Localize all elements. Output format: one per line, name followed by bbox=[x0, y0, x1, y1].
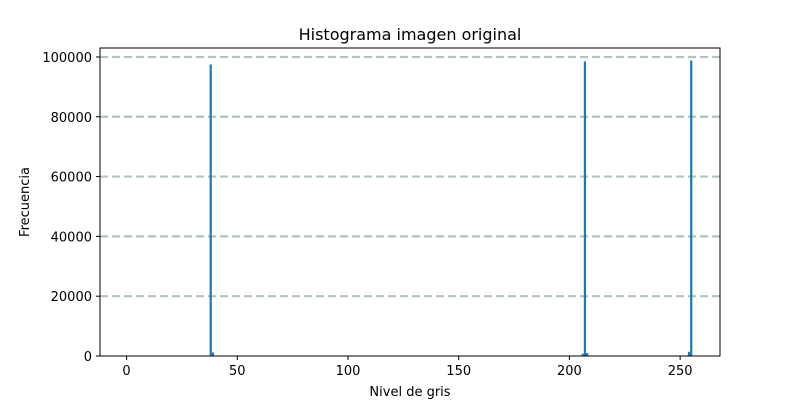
x-tick-label: 100 bbox=[336, 364, 361, 379]
histogram-bar bbox=[209, 64, 212, 357]
x-axis-ticks: 0 50 100 150 200 250 bbox=[122, 356, 693, 379]
x-tick-label: 50 bbox=[229, 364, 246, 379]
histogram-bar bbox=[211, 352, 215, 356]
histogram-bar bbox=[586, 353, 589, 356]
y-tick-label: 0 bbox=[84, 350, 92, 365]
x-axis-label: Nivel de gris bbox=[369, 385, 450, 400]
x-tick-label: 0 bbox=[122, 364, 130, 379]
histogram-bar bbox=[687, 351, 691, 356]
bars bbox=[209, 60, 693, 357]
y-axis-label: Frecuencia bbox=[18, 167, 33, 237]
y-tick-label: 20000 bbox=[51, 290, 92, 305]
histogram-bar bbox=[690, 60, 693, 356]
y-tick-label: 60000 bbox=[51, 171, 92, 186]
plot-frame bbox=[99, 47, 721, 357]
chart-title: Histograma imagen original bbox=[299, 25, 522, 44]
y-axis-ticks: 0 20000 40000 60000 80000 100000 bbox=[42, 51, 100, 365]
x-tick-label: 250 bbox=[668, 364, 693, 379]
y-tick-label: 40000 bbox=[51, 230, 92, 245]
histogram-bar bbox=[581, 353, 584, 356]
x-tick-label: 200 bbox=[557, 364, 582, 379]
x-tick-label: 150 bbox=[446, 364, 471, 379]
y-tick-label: 100000 bbox=[42, 51, 92, 66]
grid-lines bbox=[100, 55, 720, 298]
histogram-bar bbox=[583, 61, 587, 357]
y-tick-label: 80000 bbox=[51, 111, 92, 126]
